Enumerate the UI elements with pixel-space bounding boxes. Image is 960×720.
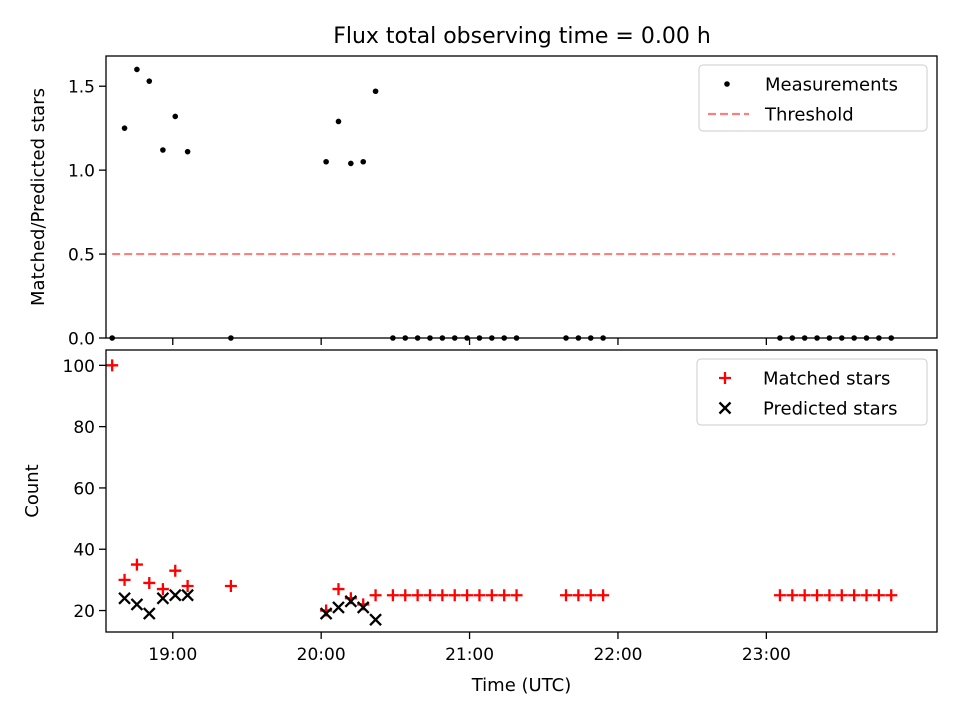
matched-marker xyxy=(860,589,873,602)
matched-marker xyxy=(130,558,143,571)
legend-marker xyxy=(719,372,731,384)
matched-marker xyxy=(118,573,131,586)
legend-label: Measurements xyxy=(765,75,898,96)
matched-marker xyxy=(143,576,156,589)
y-axis-label: Matched/Predicted stars xyxy=(28,88,49,306)
plot-frame xyxy=(105,349,938,633)
predicted-marker xyxy=(130,598,144,611)
matched-marker xyxy=(423,589,436,602)
predicted-marker xyxy=(168,588,182,602)
matched-marker xyxy=(572,589,585,602)
y-tick-label: 20 xyxy=(73,602,95,622)
matched-marker xyxy=(798,589,811,602)
matched-marker xyxy=(885,589,898,602)
matched-marker xyxy=(473,589,486,602)
data-point xyxy=(146,78,153,84)
x-tick-label: 20:00 xyxy=(297,645,346,665)
y-tick-label: 80 xyxy=(73,418,95,438)
data-point xyxy=(184,148,191,155)
data-point xyxy=(323,158,329,165)
matched-marker xyxy=(224,580,237,593)
x-tick-label: 19:00 xyxy=(148,645,197,665)
y-tick-label: 0.0 xyxy=(68,330,95,350)
matched-marker xyxy=(872,589,885,602)
matched-marker xyxy=(584,589,597,602)
matched-marker xyxy=(823,589,836,602)
matched-marker xyxy=(411,589,424,602)
data-point xyxy=(348,160,354,167)
legend-label: Predicted stars xyxy=(763,399,897,420)
predicted-marker xyxy=(181,588,194,602)
matched-marker xyxy=(811,589,824,602)
legend-label: Matched stars xyxy=(763,369,890,390)
predicted-marker xyxy=(118,591,131,605)
data-point xyxy=(372,88,379,95)
matched-marker xyxy=(156,583,169,596)
matched-marker xyxy=(597,589,610,602)
matched-marker xyxy=(106,359,119,372)
y-tick-label: 60 xyxy=(73,479,95,499)
y-axis-label: Count xyxy=(22,464,43,517)
y-tick-label: 0.5 xyxy=(68,246,95,266)
x-tick-label: 22:00 xyxy=(593,645,642,665)
matched-marker xyxy=(835,589,848,602)
matched-marker xyxy=(369,589,382,602)
predicted-marker xyxy=(356,601,370,614)
legend-marker xyxy=(718,401,732,415)
matched-marker xyxy=(485,589,498,602)
x-tick-label: 21:00 xyxy=(445,645,494,665)
matched-marker xyxy=(332,583,345,596)
y-tick-label: 40 xyxy=(73,541,95,561)
legend-marker xyxy=(724,81,730,87)
matched-marker xyxy=(848,589,861,602)
legend: Matched stars Predicted stars xyxy=(696,358,928,426)
x-tick-label: 23:00 xyxy=(742,645,791,665)
data-point xyxy=(160,147,166,153)
y-tick-label: 100 xyxy=(63,357,95,377)
data-point xyxy=(335,118,342,125)
data-point xyxy=(134,66,140,73)
matched-marker xyxy=(786,589,799,602)
matched-marker xyxy=(510,589,523,602)
predicted-marker xyxy=(156,591,170,605)
data-point xyxy=(360,158,367,165)
x-axis-label: Time (UTC) xyxy=(471,675,572,696)
matched-marker xyxy=(386,589,399,602)
matched-marker xyxy=(436,589,449,602)
y-tick-label: 1.5 xyxy=(68,78,95,98)
predicted-marker xyxy=(142,607,156,620)
legend-box xyxy=(698,64,928,132)
legend: Measurements Threshold xyxy=(698,64,928,132)
matched-marker xyxy=(169,564,182,577)
matched-marker xyxy=(461,589,474,602)
y-tick-label: 1.0 xyxy=(68,162,95,182)
data-point xyxy=(121,125,128,131)
figure-title: Flux total observing time = 0.00 h xyxy=(333,24,711,49)
series-matched-stars xyxy=(106,359,898,617)
series-measurements xyxy=(109,66,895,341)
panel-2: 20 40 60 80 100 19:00 20:00 21:00 22:00 23:00 Coun… xyxy=(22,349,938,696)
predicted-marker xyxy=(319,607,333,620)
predicted-marker xyxy=(369,613,382,627)
matched-marker xyxy=(181,580,194,593)
series-predicted-stars xyxy=(118,588,382,627)
panel-1: 0.0 0.5 1.0 1.5 Matched/Predicted stars Measu… xyxy=(28,55,938,350)
matched-marker xyxy=(399,589,412,602)
legend-box xyxy=(696,358,928,426)
predicted-marker xyxy=(332,601,345,614)
predicted-marker xyxy=(344,595,358,608)
matched-marker xyxy=(773,589,786,602)
matched-marker xyxy=(448,589,461,602)
matched-marker xyxy=(498,589,511,602)
matched-marker xyxy=(560,589,573,602)
plot-frame xyxy=(105,55,938,339)
legend-label: Threshold xyxy=(764,105,854,126)
data-point xyxy=(172,113,179,120)
